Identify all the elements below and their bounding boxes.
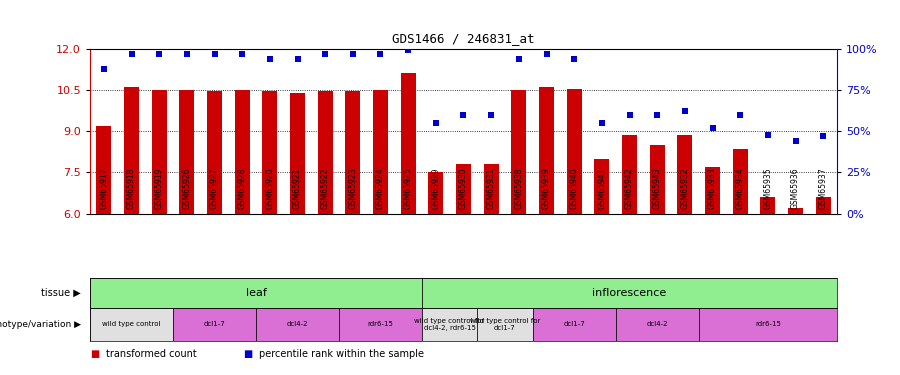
Text: wild type control for
dcl4-2, rdr6-15: wild type control for dcl4-2, rdr6-15 xyxy=(415,318,485,331)
Bar xyxy=(151,90,166,214)
Bar xyxy=(483,164,499,214)
Bar xyxy=(428,172,444,214)
Text: wild type control for
dcl1-7: wild type control for dcl1-7 xyxy=(470,318,540,331)
Bar xyxy=(373,90,388,214)
Text: genotype/variation ▶: genotype/variation ▶ xyxy=(0,320,81,329)
Bar xyxy=(705,167,720,214)
Bar xyxy=(650,145,665,214)
Text: leaf: leaf xyxy=(246,288,266,297)
Text: dcl1-7: dcl1-7 xyxy=(563,321,585,327)
Point xyxy=(263,56,277,62)
Bar xyxy=(90,308,173,341)
Bar xyxy=(207,92,222,214)
Text: dcl1-7: dcl1-7 xyxy=(203,321,225,327)
Text: transformed count: transformed count xyxy=(106,350,197,359)
Bar xyxy=(90,278,422,308)
Point xyxy=(318,51,332,57)
Bar xyxy=(339,308,422,341)
Bar xyxy=(422,278,837,308)
Text: ■: ■ xyxy=(90,350,99,359)
Bar xyxy=(788,208,803,214)
Point xyxy=(401,47,416,53)
Text: inflorescence: inflorescence xyxy=(592,288,667,297)
Bar xyxy=(533,308,616,341)
Point xyxy=(567,56,581,62)
Bar xyxy=(400,74,416,214)
Text: dcl4-2: dcl4-2 xyxy=(287,321,308,327)
Bar xyxy=(567,88,581,214)
Bar xyxy=(733,149,748,214)
Point xyxy=(180,51,194,57)
Point xyxy=(346,51,360,57)
Text: rdr6-15: rdr6-15 xyxy=(367,321,393,327)
Text: wild type control: wild type control xyxy=(103,321,161,327)
Bar xyxy=(262,92,277,214)
Bar xyxy=(511,90,526,214)
Bar xyxy=(346,92,360,214)
Text: GDS1466 / 246831_at: GDS1466 / 246831_at xyxy=(392,32,535,45)
Bar xyxy=(622,135,637,214)
Text: ■: ■ xyxy=(243,350,252,359)
Point xyxy=(96,66,111,72)
Bar xyxy=(290,93,305,214)
Bar xyxy=(96,126,112,214)
Bar xyxy=(698,308,837,341)
Point xyxy=(124,51,139,57)
Point xyxy=(622,112,636,118)
Bar xyxy=(124,87,140,214)
Bar xyxy=(616,308,698,341)
Point xyxy=(207,51,221,57)
Bar xyxy=(422,308,477,341)
Bar xyxy=(477,308,533,341)
Point xyxy=(511,56,526,62)
Point xyxy=(678,108,692,114)
Bar xyxy=(539,87,554,214)
Bar xyxy=(256,308,339,341)
Text: dcl4-2: dcl4-2 xyxy=(646,321,668,327)
Point xyxy=(706,125,720,131)
Point xyxy=(374,51,388,57)
Text: percentile rank within the sample: percentile rank within the sample xyxy=(259,350,424,359)
Point xyxy=(428,120,443,126)
Point xyxy=(539,51,554,57)
Point xyxy=(235,51,249,57)
Point xyxy=(456,112,471,118)
Bar xyxy=(594,159,609,214)
Point xyxy=(291,56,305,62)
Bar xyxy=(815,197,831,214)
Bar xyxy=(179,90,194,214)
Text: rdr6-15: rdr6-15 xyxy=(755,321,781,327)
Bar xyxy=(173,308,256,341)
Bar xyxy=(235,90,250,214)
Point xyxy=(152,51,166,57)
Bar xyxy=(677,135,692,214)
Bar xyxy=(318,92,333,214)
Point xyxy=(733,112,747,118)
Point xyxy=(760,132,775,138)
Point xyxy=(595,120,609,126)
Bar xyxy=(456,164,471,214)
Point xyxy=(816,133,831,139)
Point xyxy=(788,138,803,144)
Text: tissue ▶: tissue ▶ xyxy=(41,288,81,297)
Point xyxy=(650,112,664,118)
Point xyxy=(484,112,499,118)
Bar xyxy=(760,197,776,214)
